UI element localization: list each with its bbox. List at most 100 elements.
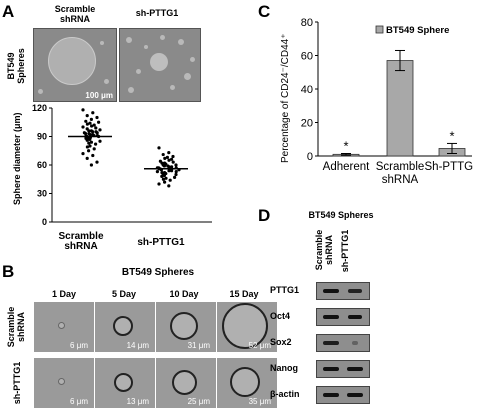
- b-size-label: 35 μm: [248, 397, 271, 406]
- b-size-label: 52 μm: [248, 341, 271, 350]
- a-xcat-sh: sh-PTTG1: [137, 237, 185, 248]
- a-data-point: [97, 120, 101, 124]
- c-bar: [386, 60, 414, 157]
- b-image-tile: 35 μm: [217, 358, 277, 408]
- b-size-label: 6 μm: [70, 341, 88, 350]
- b-day-15: 15 Day: [229, 289, 259, 299]
- a-data-point: [88, 133, 92, 137]
- d-band: [347, 393, 363, 397]
- c-ytick-label: 0: [307, 151, 313, 163]
- a-data-point: [92, 123, 96, 127]
- c-category-label: Scramble: [376, 161, 425, 173]
- a-data-point: [91, 130, 95, 134]
- a-scale-bar-label: 100 μm: [85, 91, 113, 100]
- a-data-point: [95, 160, 99, 164]
- d-blot-strip: [316, 386, 370, 404]
- a-data-point: [90, 124, 94, 128]
- a-data-point: [164, 176, 168, 180]
- a-data-point: [161, 152, 165, 157]
- c-category-label: Sh-PTTG1: [425, 161, 474, 173]
- a-data-point: [87, 141, 91, 145]
- b-sphere: [171, 369, 197, 395]
- a-data-point: [167, 184, 171, 188]
- a-data-point: [162, 164, 166, 168]
- d-lane-scramble: Scramble shRNA: [314, 229, 334, 271]
- a-data-point: [170, 157, 174, 161]
- b-image-tile: 25 μm: [156, 358, 216, 408]
- c-category-label: Adherent: [323, 161, 370, 173]
- b-day-1: 1 Day: [51, 289, 77, 299]
- a-data-point: [91, 153, 95, 158]
- d-band: [323, 393, 339, 397]
- b-image-tile: 6 μm: [34, 302, 94, 352]
- a-data-point: [81, 125, 85, 129]
- c-ytick-label: 20: [301, 118, 313, 130]
- b-sphere: [57, 321, 65, 329]
- panel-a-label: A: [2, 2, 15, 21]
- b-sphere: [222, 303, 268, 349]
- b-size-label: 6 μm: [70, 397, 88, 406]
- b-image-tile: 31 μm: [156, 302, 216, 352]
- a-data-point: [168, 178, 172, 182]
- a-data-point: [98, 128, 102, 132]
- a-data-point: [163, 156, 167, 160]
- a-data-point: [89, 163, 93, 167]
- b-size-label: 25 μm: [187, 397, 210, 406]
- c-category-label: shRNA: [382, 174, 419, 186]
- d-protein-label: PTTG1: [270, 285, 300, 295]
- a-data-point: [94, 142, 98, 146]
- c-legend-label: BT549 Sphere: [386, 25, 449, 36]
- panel-c-label: C: [258, 2, 271, 21]
- a-data-point: [167, 165, 171, 169]
- a-data-point: [81, 108, 85, 112]
- a-data-point: [92, 147, 96, 151]
- c-ytick-label: 60: [301, 51, 313, 63]
- d-blot-strip: [316, 308, 370, 326]
- a-scatter-plot: 0 30 60 90 120: [32, 103, 212, 227]
- b-day-5: 5 Day: [111, 289, 137, 299]
- a-col-label-scramble: Scramble shRNA: [54, 4, 96, 24]
- a-data-point: [87, 149, 91, 153]
- c-asterisk: *: [343, 138, 348, 153]
- b-sphere: [113, 372, 133, 392]
- d-blot-strip: [316, 334, 370, 352]
- c-ytick-label: 80: [301, 17, 313, 29]
- a-col-label-sh: sh-PTTG1: [135, 8, 179, 18]
- d-protein-label: Nanog: [270, 363, 298, 373]
- d-western-blot: PTTG1 Oct4 Sox2 Nanog β-actin: [270, 282, 380, 412]
- b-row-label-sh: sh-PTTG1: [12, 361, 22, 405]
- a-micrograph-scramble: 100 μm: [33, 28, 117, 102]
- a-data-point: [89, 140, 93, 144]
- a-data-point: [85, 122, 89, 126]
- a-ytick-label: 120: [32, 103, 47, 113]
- a-xcat-scramble: Scramble shRNA: [58, 231, 104, 252]
- a-data-point: [174, 172, 178, 177]
- a-data-point: [81, 152, 85, 156]
- d-band: [348, 315, 362, 319]
- a-ytick-label: 90: [37, 132, 47, 142]
- a-data-point: [95, 115, 99, 120]
- d-protein-label: Oct4: [270, 311, 291, 321]
- a-micrograph-sh: [119, 28, 201, 102]
- d-band: [323, 367, 339, 371]
- a-data-point: [85, 156, 89, 160]
- b-image-tile: 14 μm: [95, 302, 155, 352]
- b-day-10: 10 Day: [169, 289, 199, 299]
- a-data-point: [85, 114, 89, 118]
- d-band: [323, 289, 339, 293]
- a-ylabel: Sphere diameter (μm): [12, 112, 22, 205]
- a-data-point: [88, 137, 92, 141]
- a-data-point: [88, 144, 92, 148]
- d-protein-label: β-actin: [270, 389, 300, 399]
- a-data-point: [162, 173, 166, 178]
- d-blot-strip: [316, 360, 370, 378]
- a-data-point: [157, 146, 161, 150]
- d-protein-label: Sox2: [270, 337, 292, 347]
- a-ytick-label: 60: [37, 160, 47, 170]
- d-blot-strip: [316, 282, 370, 300]
- a-data-point: [157, 182, 161, 186]
- panel-d-label: D: [258, 206, 271, 225]
- c-ylabel: Percentage of CD24⁻/CD44⁺: [280, 33, 291, 163]
- a-data-point: [171, 160, 175, 164]
